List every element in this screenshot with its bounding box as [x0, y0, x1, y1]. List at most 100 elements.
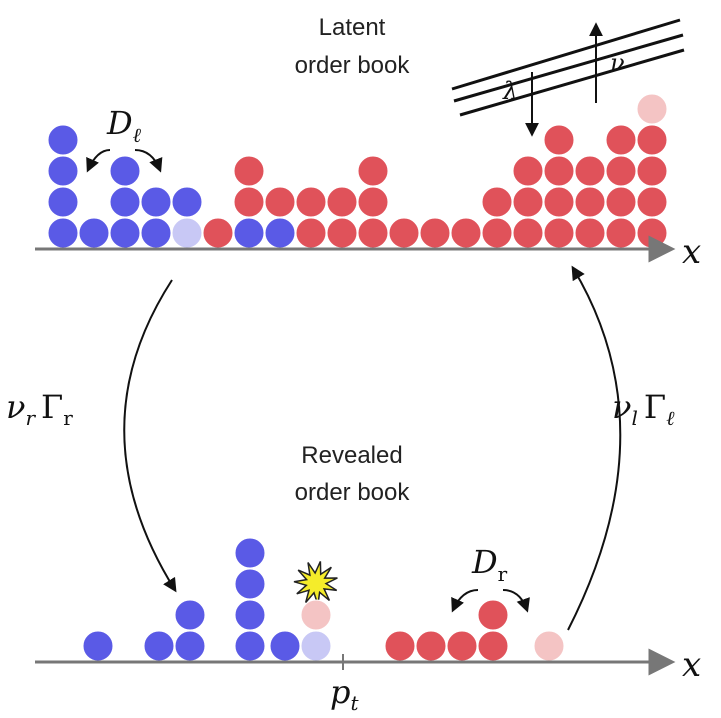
ask-particle [605, 155, 637, 187]
ask-particle [357, 186, 389, 218]
ask-particle [481, 217, 513, 249]
revealed-title-line2: order book [295, 479, 411, 506]
revealed-diffusion-arrow-right [502, 589, 530, 613]
ask-particle [477, 599, 509, 631]
bid-particle [78, 217, 110, 249]
hide-rate-gamma-subscript: ℓ [666, 406, 675, 430]
ask-particle [636, 217, 668, 249]
ask-particle [446, 630, 478, 662]
annihilation-flash-icon [293, 561, 338, 606]
revealed-diffusion-D: D [471, 543, 498, 581]
latent-diffusion-label: Dℓ [106, 104, 142, 147]
reveal-rate-nu: ν [6, 388, 25, 426]
ask-particle [574, 155, 606, 187]
revealed-diffusion-label: Dr [471, 543, 508, 586]
reveal-rate-label: νr Γr [6, 388, 73, 430]
price-label: pt [330, 673, 359, 715]
ask-particle [543, 217, 575, 249]
bid-particle [140, 186, 172, 218]
ask-particle [574, 186, 606, 218]
latent-diffusion-subscript: ℓ [133, 123, 142, 147]
ask-particle [512, 186, 544, 218]
ask-particle [543, 155, 575, 187]
reveal-rate-gamma-subscript: r [63, 406, 73, 430]
ask-particle [326, 217, 358, 249]
ask-particle-faded [636, 93, 668, 125]
ask-particle [419, 217, 451, 249]
latent-diffusion-D: D [106, 104, 133, 142]
ask-particle-faded [533, 630, 565, 662]
revealed-diffusion-arrow-left [451, 589, 479, 613]
reveal-rate-nu-subscript: r [25, 406, 36, 430]
bid-particle [174, 599, 206, 631]
reveal-transition-arrow [123, 279, 177, 593]
revealed-particles [82, 537, 565, 662]
bid-particle [269, 630, 301, 662]
ask-particle [388, 217, 420, 249]
bid-particle [233, 217, 265, 249]
latent-diffusion-arrow-right [134, 149, 163, 173]
ask-particle-faded [300, 599, 332, 631]
bid-particle [47, 186, 79, 218]
ask-particle [357, 155, 389, 187]
ask-particle [295, 186, 327, 218]
ask-particle [295, 217, 327, 249]
hide-rate-gamma: Γ [644, 388, 666, 426]
revealed-title-line1: Revealed [301, 442, 402, 469]
ask-particle [605, 217, 637, 249]
ask-particle [233, 155, 265, 187]
ask-particle [450, 217, 482, 249]
revealed-axis-label: x [682, 645, 701, 685]
ask-particle [636, 186, 668, 218]
hide-rate-nu-subscript: l [631, 406, 637, 430]
ask-particle [264, 186, 296, 218]
revealed-diffusion-subscript: r [498, 562, 508, 586]
bid-particle [234, 568, 266, 600]
bid-particle [174, 630, 206, 662]
bid-particle [109, 186, 141, 218]
flux-band [451, 18, 685, 117]
bid-particle [47, 124, 79, 156]
bid-particle [234, 537, 266, 569]
reveal-rate-gamma: Γ [41, 388, 63, 426]
bid-particle [109, 155, 141, 187]
ask-particle [512, 217, 544, 249]
latent-axis-label: x [682, 232, 701, 272]
ask-particle [481, 186, 513, 218]
ask-particle [543, 124, 575, 156]
bid-particle-faded [171, 217, 203, 249]
lambda-label: λ [502, 77, 518, 105]
bid-particle [47, 155, 79, 187]
bid-particle [109, 217, 141, 249]
ask-particle [605, 186, 637, 218]
ask-particle [477, 630, 509, 662]
bid-particle [143, 630, 175, 662]
price-p: p [330, 673, 350, 711]
latent-title-line2: order book [295, 52, 411, 79]
hide-transition-arrow [567, 265, 622, 631]
latent-particles [47, 93, 668, 249]
ask-particle [326, 186, 358, 218]
ask-particle [415, 630, 447, 662]
bid-particle [234, 630, 266, 662]
ask-particle [357, 217, 389, 249]
latent-diffusion-arrow-left [86, 149, 111, 173]
ask-particle [384, 630, 416, 662]
bid-particle-faded [300, 630, 332, 662]
latent-title-line1: Latent [319, 14, 386, 41]
ask-particle [574, 217, 606, 249]
bid-particle [140, 217, 172, 249]
bid-particle [171, 186, 203, 218]
bid-particle [234, 599, 266, 631]
hide-rate-label: νl Γℓ [612, 388, 675, 430]
hide-rate-nu: ν [612, 388, 631, 426]
ask-particle [233, 186, 265, 218]
ask-particle [605, 124, 637, 156]
ask-particle [202, 217, 234, 249]
ask-particle [512, 155, 544, 187]
ask-particle [636, 155, 668, 187]
bid-particle [47, 217, 79, 249]
ask-particle [543, 186, 575, 218]
bid-particle [82, 630, 114, 662]
